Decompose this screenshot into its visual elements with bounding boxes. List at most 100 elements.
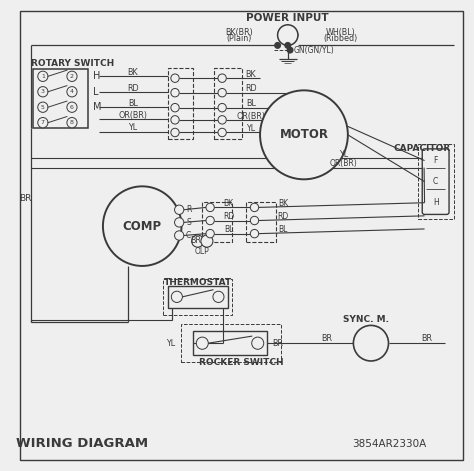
- Text: CAPACITOR: CAPACITOR: [393, 145, 450, 154]
- Circle shape: [354, 325, 389, 361]
- Text: 7: 7: [41, 120, 45, 125]
- Text: BK: BK: [278, 199, 288, 208]
- Text: (Ribbed): (Ribbed): [324, 34, 358, 43]
- Text: BL: BL: [224, 226, 233, 235]
- Text: ROTARY SWITCH: ROTARY SWITCH: [31, 59, 115, 68]
- Circle shape: [171, 128, 179, 137]
- Circle shape: [285, 42, 291, 48]
- Circle shape: [103, 187, 182, 266]
- Text: R: R: [186, 205, 191, 214]
- Text: SYNC. M.: SYNC. M.: [343, 315, 389, 324]
- Circle shape: [218, 74, 226, 82]
- Bar: [202, 202, 232, 242]
- Text: THERMOSTAT: THERMOSTAT: [164, 278, 232, 287]
- Text: 4: 4: [70, 89, 74, 94]
- Circle shape: [38, 102, 48, 113]
- Circle shape: [260, 90, 348, 179]
- Circle shape: [174, 218, 184, 227]
- Circle shape: [174, 205, 184, 214]
- Circle shape: [171, 116, 179, 124]
- Circle shape: [67, 71, 77, 81]
- Text: ROCKER SWITCH: ROCKER SWITCH: [199, 358, 284, 367]
- Circle shape: [174, 231, 184, 240]
- Circle shape: [218, 128, 226, 137]
- Circle shape: [206, 203, 214, 211]
- Bar: [182, 325, 281, 362]
- Circle shape: [275, 42, 281, 48]
- Text: BK(BR): BK(BR): [225, 28, 253, 37]
- Text: BK: BK: [246, 70, 256, 79]
- Text: (Plain): (Plain): [227, 34, 252, 43]
- Text: BR: BR: [191, 236, 202, 244]
- Text: H: H: [93, 71, 100, 81]
- Circle shape: [196, 337, 208, 349]
- Text: BR: BR: [19, 194, 32, 203]
- Text: BK: BK: [224, 199, 234, 208]
- Circle shape: [38, 117, 48, 128]
- Text: C: C: [186, 231, 191, 240]
- Text: BL: BL: [128, 99, 138, 108]
- Bar: [163, 278, 232, 315]
- Text: OR(BR): OR(BR): [118, 111, 147, 120]
- Text: POWER INPUT: POWER INPUT: [246, 13, 329, 23]
- Bar: [168, 68, 193, 139]
- Text: RD: RD: [245, 84, 256, 93]
- Text: RD: RD: [277, 212, 289, 221]
- Circle shape: [67, 102, 77, 113]
- Circle shape: [250, 203, 259, 211]
- Circle shape: [191, 235, 204, 247]
- Text: WIRING DIAGRAM: WIRING DIAGRAM: [16, 438, 148, 450]
- Circle shape: [171, 74, 179, 82]
- Circle shape: [67, 117, 77, 128]
- Text: L: L: [93, 87, 98, 97]
- Circle shape: [250, 229, 259, 238]
- Text: OR(BR): OR(BR): [329, 159, 357, 168]
- Text: F: F: [433, 156, 438, 165]
- Text: YL: YL: [246, 124, 255, 133]
- Text: C: C: [433, 177, 438, 186]
- Circle shape: [67, 87, 77, 97]
- Text: RD: RD: [223, 212, 234, 221]
- Text: OR(BR): OR(BR): [237, 112, 265, 121]
- Bar: [246, 202, 276, 242]
- Text: YL: YL: [166, 339, 175, 348]
- Bar: [193, 332, 267, 355]
- Circle shape: [206, 216, 214, 225]
- Circle shape: [250, 216, 259, 225]
- Circle shape: [218, 89, 226, 97]
- Bar: [214, 68, 242, 139]
- Circle shape: [287, 47, 293, 53]
- Circle shape: [38, 87, 48, 97]
- Circle shape: [206, 229, 214, 238]
- Text: BL: BL: [246, 99, 256, 108]
- Text: YL: YL: [128, 123, 137, 132]
- Text: M: M: [93, 102, 101, 112]
- Bar: [418, 144, 454, 219]
- Text: MOTOR: MOTOR: [280, 128, 328, 141]
- Text: GN(GN/YL): GN(GN/YL): [293, 46, 334, 55]
- Bar: [168, 285, 228, 308]
- Text: S: S: [186, 218, 191, 227]
- Text: BR: BR: [273, 339, 283, 348]
- Circle shape: [38, 71, 48, 81]
- Text: RD: RD: [127, 83, 139, 92]
- Circle shape: [252, 337, 264, 349]
- Text: OLP: OLP: [195, 247, 210, 256]
- Circle shape: [201, 235, 213, 247]
- Text: 3: 3: [41, 89, 45, 94]
- Circle shape: [171, 291, 182, 302]
- Text: 8: 8: [70, 120, 74, 125]
- Circle shape: [213, 291, 224, 302]
- Text: BR: BR: [421, 334, 432, 343]
- FancyBboxPatch shape: [422, 149, 449, 214]
- Text: COMP: COMP: [123, 219, 162, 233]
- Text: 5: 5: [41, 105, 45, 110]
- Text: 6: 6: [70, 105, 74, 110]
- Circle shape: [218, 104, 226, 112]
- Text: 1: 1: [41, 74, 45, 79]
- Text: H: H: [433, 198, 438, 207]
- Text: BR: BR: [321, 334, 333, 343]
- Bar: [33, 69, 88, 128]
- Circle shape: [218, 116, 226, 124]
- Text: 2: 2: [70, 74, 74, 79]
